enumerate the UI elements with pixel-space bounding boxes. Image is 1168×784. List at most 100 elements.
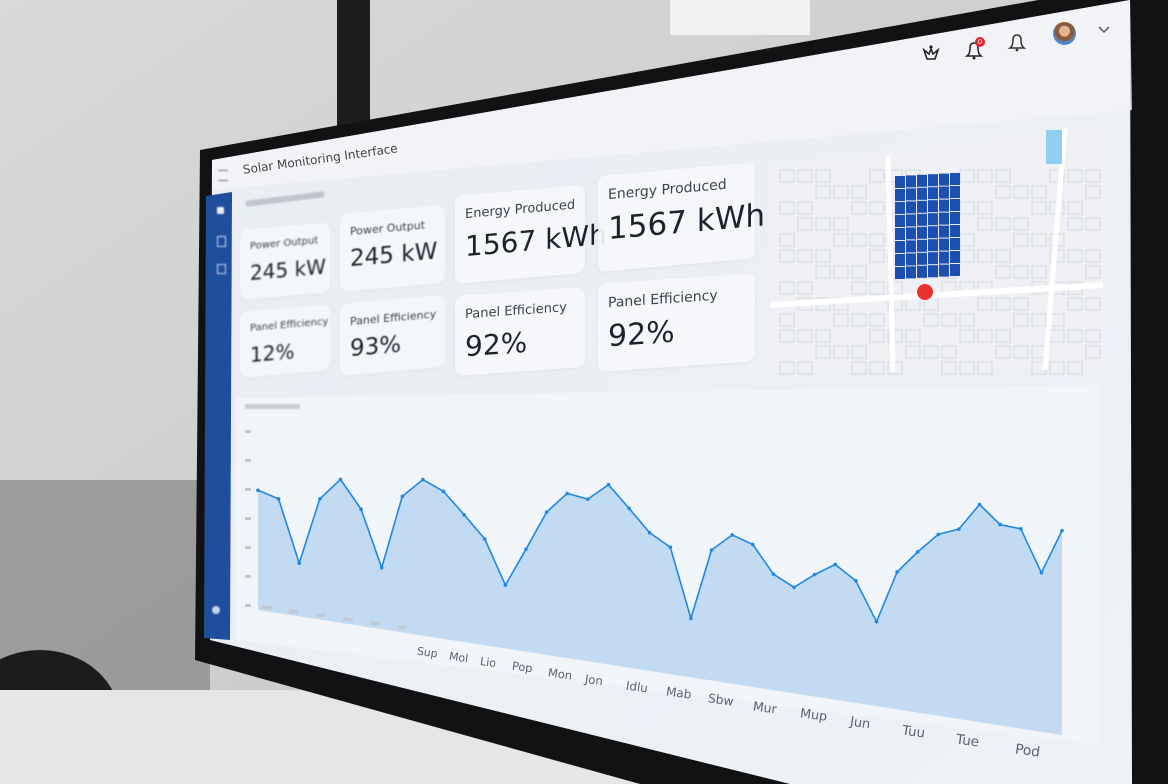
data-point	[977, 502, 982, 507]
map-block	[977, 201, 993, 215]
solar-panel	[928, 252, 938, 265]
solar-panel	[895, 202, 905, 214]
data-point	[359, 507, 363, 512]
solar-panel	[928, 174, 938, 187]
data-point	[544, 510, 549, 514]
data-point	[586, 497, 590, 501]
solar-panel	[939, 225, 949, 238]
data-point	[482, 537, 487, 541]
map-block	[995, 185, 1011, 199]
x-tick-label: Jon	[584, 671, 604, 689]
map-block	[977, 249, 993, 263]
data-point	[627, 506, 631, 511]
dashboard-icon[interactable]	[217, 207, 224, 214]
map-block	[941, 345, 957, 359]
map-block	[1085, 345, 1101, 359]
map-block	[1067, 217, 1083, 231]
data-point	[256, 488, 260, 493]
map-block	[977, 169, 993, 183]
data-point	[318, 497, 322, 501]
map-block	[851, 345, 867, 359]
map-block	[779, 233, 795, 247]
solar-panel	[906, 201, 916, 214]
map-block	[833, 233, 849, 247]
settings-icon[interactable]	[212, 606, 220, 614]
chart-series-line	[257, 478, 1063, 624]
map-block	[815, 345, 831, 359]
map-block	[815, 185, 831, 199]
solar-panel-array[interactable]	[895, 173, 960, 279]
data-point	[895, 570, 899, 574]
map-block	[869, 169, 885, 183]
data-point	[833, 562, 838, 567]
map-block	[869, 281, 885, 295]
map-block	[1031, 265, 1047, 279]
map-block	[1013, 345, 1029, 359]
solar-panel	[917, 252, 927, 265]
solar-panel	[895, 241, 905, 253]
trophy-icon[interactable]	[921, 44, 941, 68]
map-block	[869, 313, 885, 327]
solar-panel	[906, 214, 916, 227]
y-tick-label	[245, 517, 251, 520]
location-marker[interactable]	[917, 284, 933, 300]
data-point	[441, 489, 446, 494]
y-tick-label	[245, 604, 251, 607]
map-block	[797, 201, 813, 215]
map-block	[941, 361, 957, 375]
map-block	[977, 217, 993, 231]
map-block	[869, 361, 885, 375]
chevron-down-icon[interactable]	[1098, 20, 1110, 39]
map-block	[779, 201, 795, 215]
solar-panel	[939, 238, 949, 251]
bell-icon[interactable]	[1007, 32, 1029, 58]
data-point	[647, 530, 652, 535]
notification-bell-icon[interactable]: 0	[963, 37, 987, 66]
solar-panel	[906, 240, 916, 253]
x-tick-label: Jun	[849, 714, 872, 733]
data-point	[503, 583, 508, 587]
map-block	[851, 361, 867, 375]
map-block	[1067, 169, 1083, 183]
map-block	[833, 265, 849, 279]
avatar[interactable]	[1053, 22, 1076, 45]
data-point	[606, 482, 611, 487]
map-block	[1031, 201, 1047, 215]
map-block	[869, 201, 885, 215]
data-point	[915, 550, 920, 554]
data-point	[1018, 526, 1023, 531]
solar-panel	[928, 265, 938, 278]
map-block	[1013, 265, 1029, 279]
menu-icon[interactable]	[218, 170, 228, 181]
water-area	[1046, 130, 1062, 164]
map-block	[779, 169, 795, 183]
map-block	[833, 217, 849, 231]
y-tick-label	[245, 430, 251, 433]
map-block	[941, 313, 957, 327]
map-block	[887, 281, 903, 295]
map-block	[797, 169, 813, 183]
data-point	[771, 572, 776, 576]
data-point	[338, 477, 343, 482]
solar-panel	[906, 227, 916, 240]
map-block	[1013, 297, 1029, 311]
solar-panel	[928, 226, 938, 239]
map-block	[1049, 361, 1065, 375]
map-block	[1067, 329, 1083, 343]
panels-icon[interactable]	[217, 236, 226, 247]
data-point	[998, 522, 1002, 527]
solar-panel	[950, 212, 960, 224]
map-block	[815, 217, 831, 231]
y-tick-label	[245, 575, 251, 578]
data-point	[400, 494, 405, 499]
solar-panel	[917, 200, 927, 213]
map-block	[779, 361, 795, 375]
map-block	[1085, 217, 1101, 231]
map-block	[959, 361, 975, 375]
solar-panel	[950, 238, 960, 250]
reports-icon[interactable]	[217, 264, 226, 274]
solar-panel	[917, 174, 927, 187]
